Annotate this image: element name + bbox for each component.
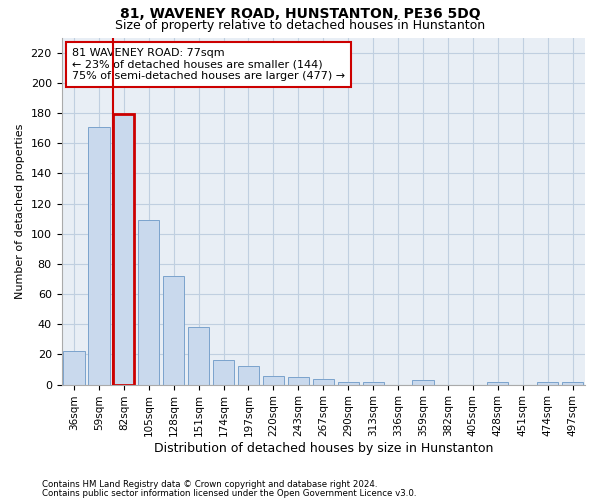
Bar — [64, 352, 85, 384]
Bar — [138, 220, 160, 384]
Text: 81, WAVENEY ROAD, HUNSTANTON, PE36 5DQ: 81, WAVENEY ROAD, HUNSTANTON, PE36 5DQ — [119, 8, 481, 22]
Bar — [562, 382, 583, 384]
Bar — [238, 366, 259, 384]
Bar — [412, 380, 434, 384]
Bar — [263, 376, 284, 384]
Bar — [338, 382, 359, 384]
Text: Contains HM Land Registry data © Crown copyright and database right 2024.: Contains HM Land Registry data © Crown c… — [42, 480, 377, 489]
Bar — [537, 382, 558, 384]
Bar — [362, 382, 384, 384]
Y-axis label: Number of detached properties: Number of detached properties — [15, 124, 25, 298]
Bar — [487, 382, 508, 384]
Bar — [163, 276, 184, 384]
X-axis label: Distribution of detached houses by size in Hunstanton: Distribution of detached houses by size … — [154, 442, 493, 455]
Bar — [188, 328, 209, 384]
Bar — [113, 114, 134, 384]
Bar — [313, 378, 334, 384]
Bar — [213, 360, 234, 384]
Bar — [88, 126, 110, 384]
Text: Contains public sector information licensed under the Open Government Licence v3: Contains public sector information licen… — [42, 488, 416, 498]
Bar — [288, 377, 309, 384]
Text: Size of property relative to detached houses in Hunstanton: Size of property relative to detached ho… — [115, 19, 485, 32]
Text: 81 WAVENEY ROAD: 77sqm
← 23% of detached houses are smaller (144)
75% of semi-de: 81 WAVENEY ROAD: 77sqm ← 23% of detached… — [72, 48, 345, 81]
